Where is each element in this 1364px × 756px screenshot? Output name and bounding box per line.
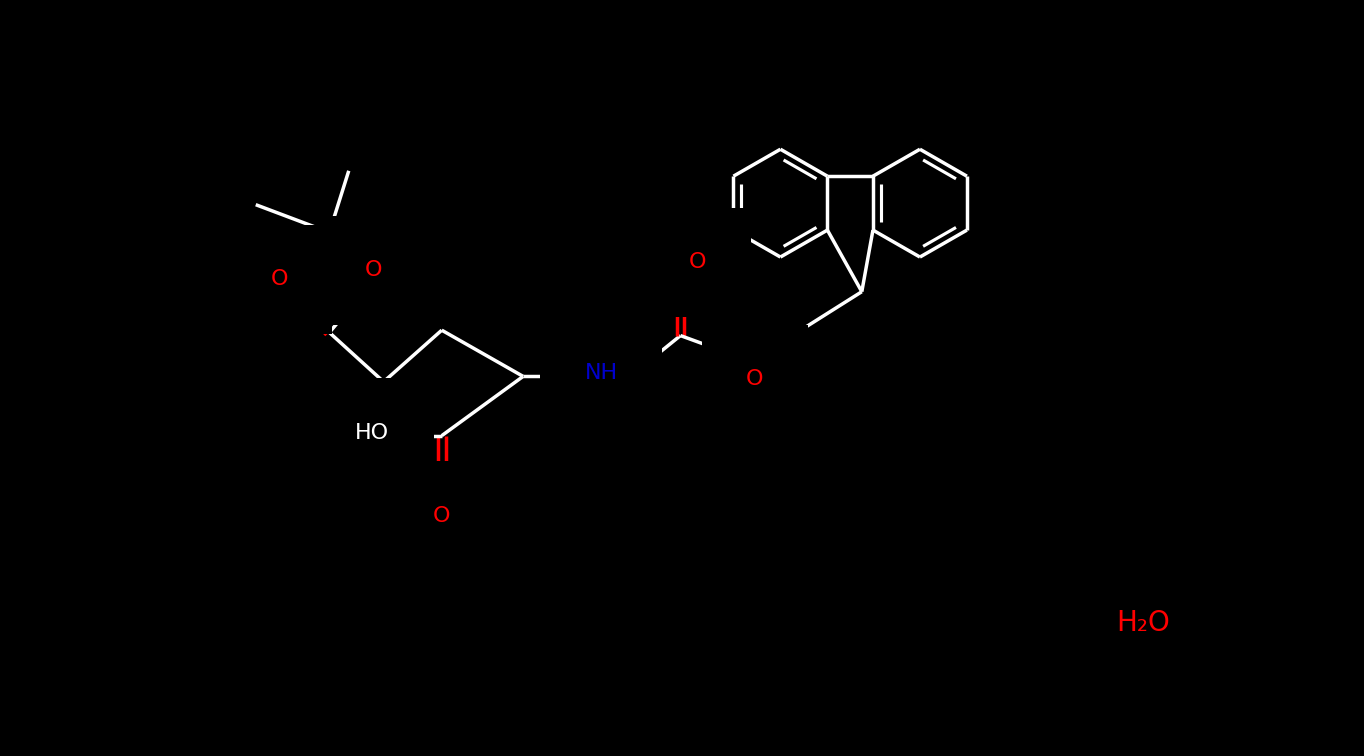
- Text: O: O: [270, 269, 288, 290]
- Text: HO: HO: [355, 423, 389, 442]
- Text: O: O: [746, 370, 764, 389]
- Text: O: O: [364, 260, 382, 280]
- Text: O: O: [432, 506, 450, 525]
- Text: O: O: [689, 253, 707, 272]
- Text: H₂O: H₂O: [1116, 609, 1170, 637]
- Text: NH: NH: [585, 363, 618, 383]
